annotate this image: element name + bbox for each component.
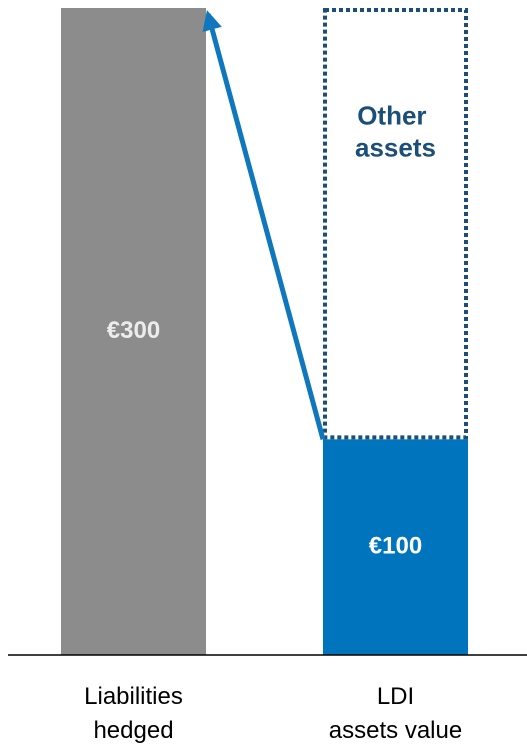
bar	[61, 8, 206, 655]
series-label: Other assets	[355, 101, 436, 163]
value-label: €300	[107, 317, 160, 344]
dotted-box	[323, 8, 468, 440]
bar	[323, 439, 468, 655]
x-tick-label: Liabilities hedged	[84, 683, 183, 744]
x-tick-label: LDI assets value	[329, 683, 462, 744]
arrow	[202, 10, 326, 440]
x-tick-label-line: assets value	[329, 717, 462, 744]
x-tick-label-line: Liabilities	[84, 683, 183, 710]
x-tick-label-line: LDI	[377, 683, 414, 710]
x-tick-label-line: hedged	[93, 717, 173, 744]
value-label: €100	[369, 533, 422, 560]
